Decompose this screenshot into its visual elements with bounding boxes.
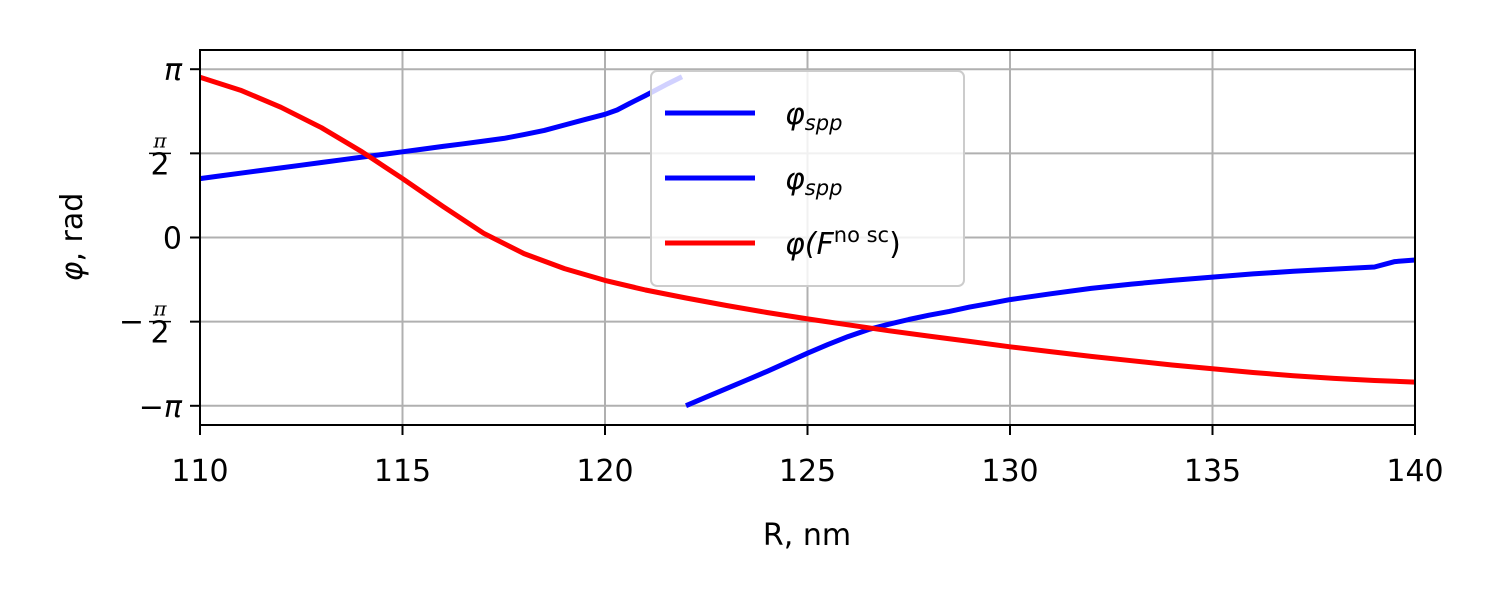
y-axis-title: φ, rad	[55, 193, 90, 282]
series-line-1	[199, 74, 684, 182]
y-axis-title-var: φ	[55, 261, 90, 281]
x-tick-label: 140	[1386, 454, 1443, 489]
y-tick-label: −π	[139, 390, 183, 425]
y-tick-label-den: 2	[150, 147, 169, 182]
y-tick-label-sign: −	[119, 305, 144, 340]
series-layer	[199, 74, 1416, 409]
y-tick-label-den: 2	[150, 316, 169, 351]
legend-label-2-sub: spp	[805, 176, 843, 200]
legend-label-1: φspp	[785, 97, 842, 135]
y-tick-label: π	[164, 53, 183, 88]
y-tick-label-num: π	[152, 297, 167, 321]
x-tick-label: 120	[576, 454, 633, 489]
x-tick-label: 125	[779, 454, 836, 489]
legend-label-3: φ(Fno sc)	[785, 223, 901, 262]
x-axis-title: R, nm	[763, 518, 851, 553]
x-axis-ticks: 110 115 120 125 130 135 140	[171, 425, 1444, 489]
y-axis-title-unit: , rad	[55, 193, 90, 262]
legend-label-3-main: φ(	[785, 227, 818, 262]
series-line-3	[199, 74, 1416, 385]
legend-label-1-main: φ	[785, 97, 805, 132]
legend-label-3-f: F	[817, 227, 835, 262]
legend-label-2-main: φ	[785, 162, 805, 197]
x-tick-label: 130	[981, 454, 1038, 489]
series-line-2	[685, 257, 1416, 409]
y-tick-label: 0	[163, 222, 182, 257]
x-tick-label: 115	[374, 454, 431, 489]
legend-box	[650, 70, 965, 287]
legend: φspp φspp φ(Fno sc)	[650, 70, 965, 287]
legend-label-3-close: )	[889, 227, 901, 262]
y-tick-label-num: π	[152, 128, 167, 152]
legend-label-1-sub: spp	[805, 111, 843, 135]
x-tick-label: 110	[171, 454, 228, 489]
legend-label-3-sup: no sc	[834, 223, 889, 247]
legend-label-2: φspp	[785, 162, 842, 200]
x-tick-label: 135	[1184, 454, 1241, 489]
